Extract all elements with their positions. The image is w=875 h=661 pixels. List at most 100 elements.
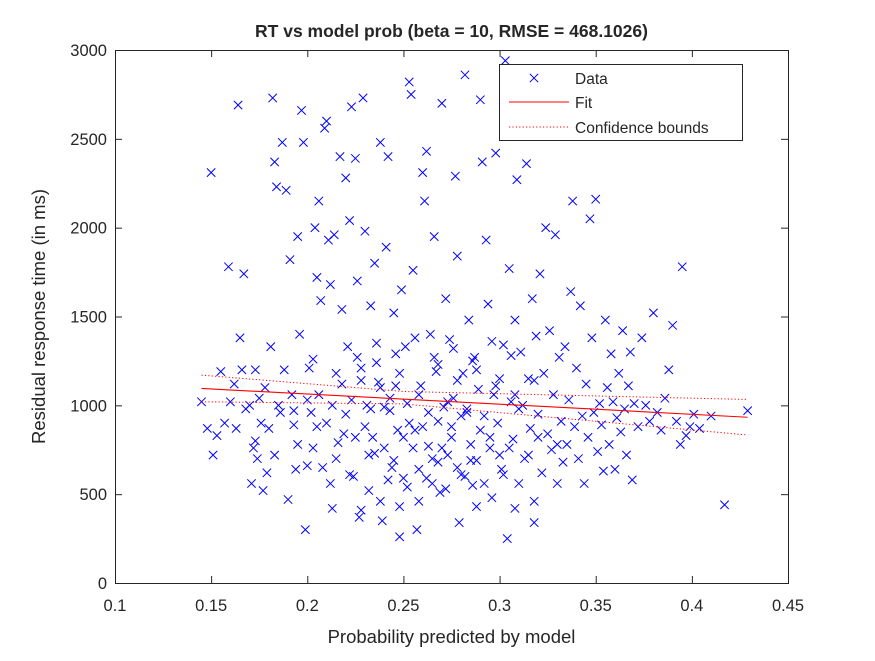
data-point [314, 196, 324, 206]
data-point [694, 423, 705, 433]
x-tick-label: 0.4 [680, 597, 703, 615]
data-point [598, 466, 608, 476]
data-point [533, 432, 543, 442]
data-point [527, 294, 537, 304]
data-point [481, 235, 491, 245]
data-point [516, 347, 526, 357]
data-point [354, 512, 364, 522]
data-point [296, 105, 307, 115]
legend-data-marker [529, 73, 539, 83]
data-point [410, 425, 420, 435]
data-point [312, 422, 322, 432]
fit-line [201, 387, 748, 418]
data-point [531, 331, 541, 341]
confidence-bound-lower [201, 401, 748, 436]
data-point [389, 455, 399, 465]
data-point [571, 363, 582, 373]
data-point [487, 493, 497, 503]
data-point [445, 335, 455, 345]
data-point [343, 342, 353, 352]
y-tick-label: 2500 [70, 131, 107, 149]
data-point [423, 441, 433, 451]
data-point [570, 422, 580, 432]
data-point [485, 443, 495, 453]
data-point [306, 407, 316, 417]
data-point [339, 429, 349, 439]
data-point [331, 454, 341, 464]
data-point [591, 194, 601, 204]
data-point [373, 377, 383, 387]
data-point [345, 470, 355, 480]
y-axis-label: Residual response time (in ms) [28, 189, 49, 444]
data-point [508, 434, 518, 444]
data-point [495, 450, 505, 460]
data-point [250, 436, 260, 446]
data-point [675, 439, 685, 449]
data-point [550, 230, 560, 240]
data-point [418, 168, 428, 178]
y-tick-label: 1500 [70, 309, 107, 327]
data-point [510, 315, 520, 325]
data-point [304, 363, 314, 373]
data-point [525, 423, 535, 433]
data-point [239, 269, 249, 279]
data-point [277, 137, 287, 147]
data-point [408, 265, 418, 275]
data-point [370, 258, 380, 268]
data-point [475, 425, 485, 435]
data-point [600, 315, 610, 325]
data-point [452, 462, 462, 473]
data-point [341, 173, 351, 183]
data-point [350, 432, 360, 442]
data-point [433, 457, 443, 467]
y-tick-label: 0 [98, 575, 107, 593]
data-point [471, 365, 482, 375]
data-point [316, 295, 326, 306]
data-point [554, 352, 564, 362]
data-point [254, 393, 264, 403]
data-point [223, 262, 234, 272]
legend: Data Fit Confidence bounds [499, 64, 743, 141]
data-point [379, 443, 389, 453]
data-point [233, 100, 243, 110]
data-point [466, 439, 476, 449]
data-point [500, 56, 510, 66]
data-point [479, 478, 489, 489]
data-point [268, 93, 278, 103]
data-point [360, 226, 370, 236]
data-point [585, 214, 595, 224]
legend-data-label: Data [575, 71, 608, 88]
data-point [235, 333, 245, 343]
data-point [275, 407, 285, 417]
data-point [629, 399, 639, 409]
data-point [485, 432, 495, 442]
data-point [539, 368, 549, 378]
x-tick-label: 0.3 [488, 597, 511, 615]
data-point [208, 450, 218, 460]
data-point [412, 525, 422, 535]
data-point [308, 443, 318, 453]
data-point [446, 422, 457, 432]
data-point [450, 171, 460, 181]
data-point [648, 308, 658, 318]
data-point [356, 375, 366, 386]
chart-title: RT vs model prob (beta = 10, RMSE = 468.… [255, 21, 648, 41]
data-point [573, 454, 583, 464]
data-point [325, 279, 335, 290]
y-tick-label: 1000 [70, 397, 107, 415]
data-point [231, 423, 241, 433]
data-point [289, 420, 299, 430]
data-point [706, 411, 716, 421]
data-point [325, 478, 335, 489]
data-point [225, 397, 235, 407]
data-point [556, 416, 566, 426]
data-point [533, 409, 543, 419]
data-point [671, 416, 682, 426]
data-point [387, 462, 397, 473]
data-point [375, 137, 385, 147]
data-point [395, 368, 405, 378]
data-point [581, 379, 591, 389]
data-point [510, 503, 520, 513]
data-point [504, 443, 514, 453]
data-point [366, 301, 376, 311]
